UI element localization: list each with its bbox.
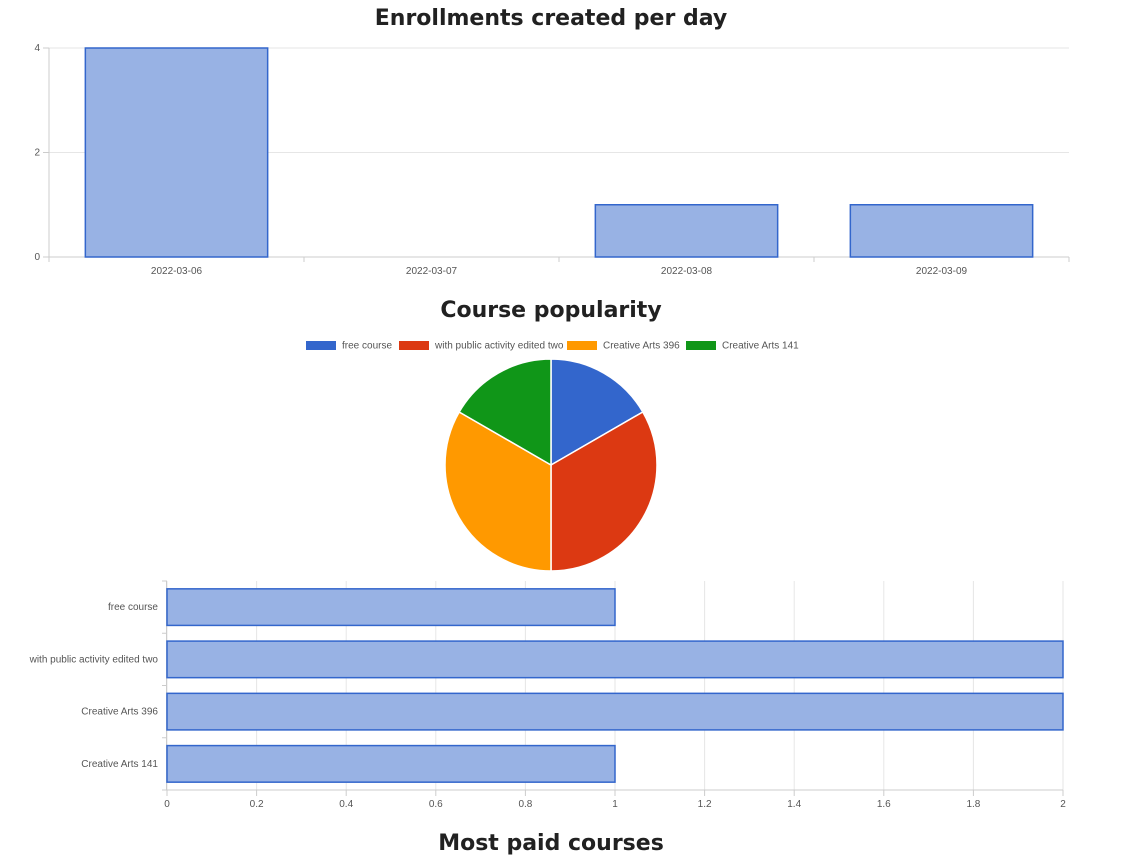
x-tick-label: 2022-03-06 — [151, 266, 203, 277]
legend-swatch — [399, 341, 429, 350]
bar-2022-03-06 — [84, 47, 269, 258]
pie-slice-free course — [550, 358, 644, 467]
y-tick-label: 4 — [34, 43, 40, 54]
y-tick-label: Creative Arts 141 — [81, 759, 158, 770]
y-tick-label: 2 — [34, 148, 40, 159]
y-tick-label: with public activity edited two — [29, 654, 159, 665]
pie-slice-Creative Arts 396 — [444, 410, 552, 572]
pie-legend: free course with public activity edited t… — [306, 341, 799, 352]
bar-Creative Arts 396 — [166, 692, 1064, 731]
x-tick-label: 0.4 — [339, 799, 353, 810]
bar-with public activity edited two — [166, 640, 1064, 679]
x-tick-label: 0.2 — [250, 799, 264, 810]
bar-free course — [166, 588, 616, 627]
x-tick-label: 1 — [612, 799, 618, 810]
x-tick-label: 0.8 — [518, 799, 532, 810]
x-tick-label: 2022-03-09 — [916, 266, 968, 277]
x-tick-label: 2022-03-08 — [661, 266, 713, 277]
x-tick-label: 1.8 — [966, 799, 980, 810]
most-paid-chart-title: Most paid courses — [438, 831, 664, 856]
bar-2022-03-08 — [594, 204, 779, 258]
pie-slice-with public activity edited two — [550, 410, 658, 572]
x-tick-label: 1.2 — [698, 799, 712, 810]
legend-label: Creative Arts 396 — [603, 341, 680, 352]
bar-Creative Arts 141 — [166, 744, 616, 783]
pie-slice-Creative Arts 141 — [458, 358, 552, 467]
enrollments-bar-chart: 0 2 4 2022-03-06 2022-03-07 2022-03-08 2022-03… — [34, 43, 1070, 277]
legend-label: free course — [342, 341, 392, 352]
x-tick-label: 2 — [1060, 799, 1066, 810]
legend-swatch — [306, 341, 336, 350]
x-tick-label: 1.4 — [787, 799, 801, 810]
legend-swatch — [567, 341, 597, 350]
legend-label: Creative Arts 141 — [722, 341, 799, 352]
x-tick-label: 2022-03-07 — [406, 266, 458, 277]
bar-2022-03-09 — [849, 204, 1034, 258]
y-tick-label: Creative Arts 396 — [81, 707, 158, 718]
course-popularity-pie-chart: free course with public activity edited t… — [306, 341, 799, 572]
x-tick-label: 1.6 — [877, 799, 891, 810]
y-tick-label: 0 — [34, 252, 40, 263]
legend-label: with public activity edited two — [434, 341, 564, 352]
popularity-chart-title: Course popularity — [440, 298, 662, 323]
y-tick-label: free course — [108, 602, 158, 613]
legend-swatch — [686, 341, 716, 350]
course-popularity-horizontal-bar-chart: 0 0.2 0.4 0.6 0.8 1 1.2 1.4 1.6 1.8 2 free course wi… — [29, 580, 1066, 810]
enrollments-chart-title: Enrollments created per day — [374, 6, 728, 31]
x-tick-label: 0.6 — [429, 799, 443, 810]
x-tick-label: 0 — [164, 799, 170, 810]
